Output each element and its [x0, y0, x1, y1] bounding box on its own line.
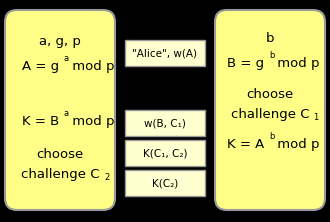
Text: a: a [64, 109, 69, 118]
Text: b: b [269, 51, 274, 60]
Bar [125, 40, 205, 66]
Text: a, g, p: a, g, p [39, 35, 81, 48]
Text: b: b [269, 132, 274, 141]
Bar [125, 140, 205, 166]
Text: challenge C: challenge C [231, 108, 309, 121]
Bar [125, 170, 205, 196]
Text: mod p: mod p [68, 115, 115, 128]
Text: a: a [64, 54, 69, 63]
Text: 2: 2 [104, 173, 109, 182]
Text: challenge C: challenge C [21, 168, 99, 181]
FancyBboxPatch shape [215, 10, 325, 210]
Text: K = B: K = B [22, 115, 59, 128]
Text: B = g: B = g [227, 57, 264, 70]
Text: choose: choose [247, 88, 294, 101]
Text: b: b [266, 32, 274, 45]
Text: w(B, C₁): w(B, C₁) [144, 118, 186, 128]
Text: A = g: A = g [22, 60, 59, 73]
Text: K(C₁, C₂): K(C₁, C₂) [143, 148, 187, 158]
Text: "Alice", w(A): "Alice", w(A) [133, 48, 197, 58]
Text: mod p: mod p [68, 60, 115, 73]
Text: K = A: K = A [227, 138, 264, 151]
Text: mod p: mod p [273, 138, 319, 151]
Text: K(C₂): K(C₂) [152, 178, 178, 188]
Text: choose: choose [36, 148, 83, 161]
Text: 1: 1 [313, 113, 318, 122]
FancyBboxPatch shape [5, 10, 115, 210]
Text: mod p: mod p [273, 57, 319, 70]
Bar [125, 110, 205, 136]
